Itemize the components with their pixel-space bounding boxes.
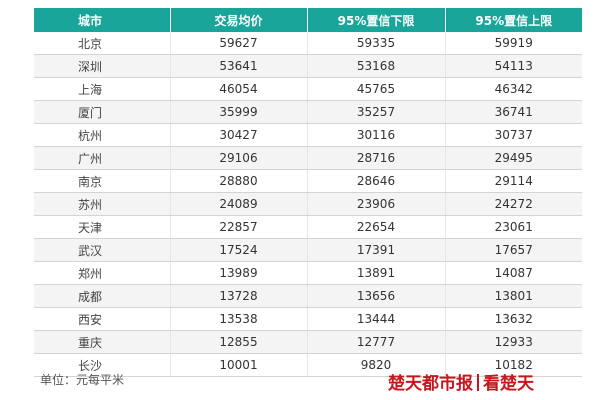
cell-city: 西安	[34, 307, 171, 331]
cell-lower-bound: 13656	[307, 284, 446, 308]
cell-city: 南京	[34, 169, 171, 193]
brand-divider	[477, 374, 479, 391]
cell-lower-bound: 30116	[307, 123, 446, 147]
cell-city: 广州	[34, 146, 171, 170]
cell-upper-bound: 54113	[445, 54, 582, 78]
cell-avg-price: 46054	[170, 77, 308, 101]
table-row: 上海 46054 45765 46342	[34, 77, 582, 101]
cell-lower-bound: 9820	[307, 353, 446, 377]
house-price-table: 城市 交易均价 95%置信下限 95%置信上限 北京 59627 59335 5…	[34, 8, 582, 377]
table-row: 厦门 35999 35257 36741	[34, 100, 582, 124]
cell-avg-price: 53641	[170, 54, 308, 78]
brand-name: 楚天都市报	[388, 374, 473, 394]
cell-lower-bound: 13444	[307, 307, 446, 331]
header-avg-price: 交易均价	[170, 8, 308, 32]
cell-lower-bound: 35257	[307, 100, 446, 124]
table-row: 北京 59627 59335 59919	[34, 32, 582, 55]
brand-slogan: 看楚天	[483, 374, 534, 394]
cell-city: 天津	[34, 215, 171, 239]
cell-avg-price: 30427	[170, 123, 308, 147]
table-row: 天津 22857 22654 23061	[34, 215, 582, 239]
cell-upper-bound: 14087	[445, 261, 582, 285]
cell-lower-bound: 12777	[307, 330, 446, 354]
cell-upper-bound: 30737	[445, 123, 582, 147]
cell-lower-bound: 53168	[307, 54, 446, 78]
cell-city: 郑州	[34, 261, 171, 285]
cell-lower-bound: 23906	[307, 192, 446, 216]
table-row: 广州 29106 28716 29495	[34, 146, 582, 170]
cell-avg-price: 24089	[170, 192, 308, 216]
cell-upper-bound: 29495	[445, 146, 582, 170]
cell-avg-price: 12855	[170, 330, 308, 354]
table-row: 苏州 24089 23906 24272	[34, 192, 582, 216]
cell-lower-bound: 22654	[307, 215, 446, 239]
cell-avg-price: 10001	[170, 353, 308, 377]
table-row: 长沙 10001 9820 10182	[34, 353, 582, 377]
cell-avg-price: 13538	[170, 307, 308, 331]
cell-upper-bound: 10182	[445, 353, 582, 377]
table-header-row: 城市 交易均价 95%置信下限 95%置信上限	[34, 8, 582, 32]
cell-city: 北京	[34, 32, 171, 55]
price-table-container: 城市 交易均价 95%置信下限 95%置信上限 北京 59627 59335 5…	[34, 8, 582, 377]
table-body: 北京 59627 59335 59919 深圳 53641 53168 5411…	[34, 32, 582, 377]
cell-upper-bound: 36741	[445, 100, 582, 124]
cell-lower-bound: 17391	[307, 238, 446, 262]
cell-upper-bound: 29114	[445, 169, 582, 193]
cell-upper-bound: 46342	[445, 77, 582, 101]
cell-avg-price: 35999	[170, 100, 308, 124]
cell-city: 长沙	[34, 353, 171, 377]
cell-lower-bound: 13891	[307, 261, 446, 285]
cell-avg-price: 22857	[170, 215, 308, 239]
cell-upper-bound: 24272	[445, 192, 582, 216]
cell-lower-bound: 45765	[307, 77, 446, 101]
cell-upper-bound: 59919	[445, 32, 582, 55]
newspaper-logo: 楚天都市报 看楚天	[388, 369, 534, 394]
cell-lower-bound: 28716	[307, 146, 446, 170]
cell-city: 深圳	[34, 54, 171, 78]
cell-upper-bound: 12933	[445, 330, 582, 354]
cell-city: 成都	[34, 284, 171, 308]
cell-city: 苏州	[34, 192, 171, 216]
unit-note: 单位：元每平米	[40, 373, 125, 387]
table-row: 深圳 53641 53168 54113	[34, 54, 582, 78]
cell-avg-price: 13989	[170, 261, 308, 285]
table-row: 武汉 17524 17391 17657	[34, 238, 582, 262]
cell-city: 上海	[34, 77, 171, 101]
cell-upper-bound: 23061	[445, 215, 582, 239]
table-row: 西安 13538 13444 13632	[34, 307, 582, 331]
cell-lower-bound: 28646	[307, 169, 446, 193]
cell-avg-price: 59627	[170, 32, 308, 55]
table-row: 成都 13728 13656 13801	[34, 284, 582, 308]
cell-upper-bound: 17657	[445, 238, 582, 262]
table-row: 郑州 13989 13891 14087	[34, 261, 582, 285]
cell-upper-bound: 13632	[445, 307, 582, 331]
cell-upper-bound: 13801	[445, 284, 582, 308]
table-row: 杭州 30427 30116 30737	[34, 123, 582, 147]
cell-city: 重庆	[34, 330, 171, 354]
table-row: 重庆 12855 12777 12933	[34, 330, 582, 354]
header-lower-bound: 95%置信下限	[307, 8, 446, 32]
header-city: 城市	[34, 8, 171, 32]
cell-city: 杭州	[34, 123, 171, 147]
cell-city: 厦门	[34, 100, 171, 124]
cell-avg-price: 13728	[170, 284, 308, 308]
cell-avg-price: 17524	[170, 238, 308, 262]
cell-lower-bound: 59335	[307, 32, 446, 55]
table-row: 南京 28880 28646 29114	[34, 169, 582, 193]
cell-avg-price: 28880	[170, 169, 308, 193]
cell-avg-price: 29106	[170, 146, 308, 170]
header-upper-bound: 95%置信上限	[445, 8, 582, 32]
cell-city: 武汉	[34, 238, 171, 262]
